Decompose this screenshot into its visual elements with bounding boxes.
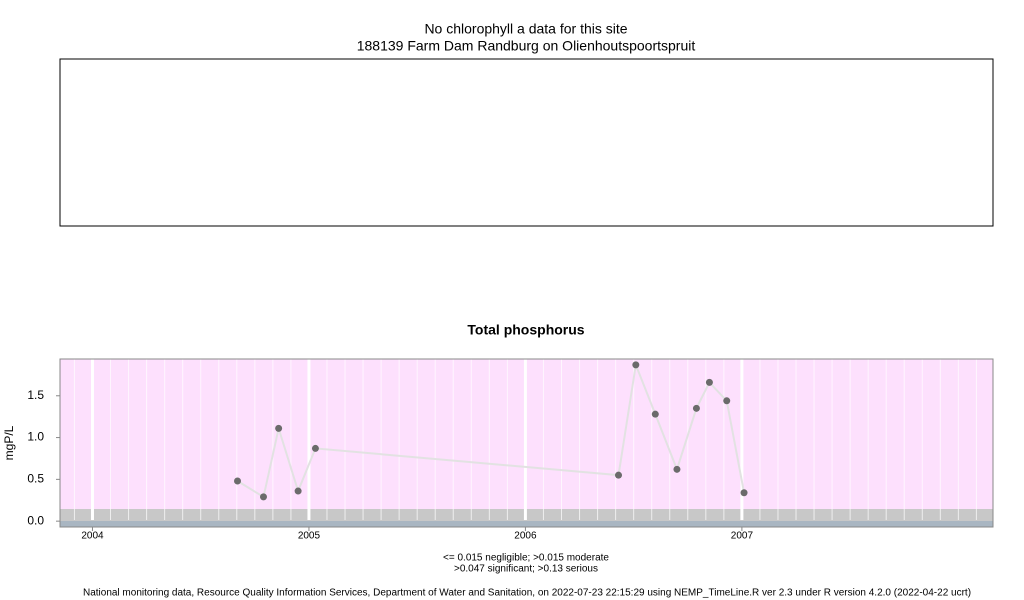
chart-subtitle: 188139 Farm Dam Randburg on Olienhoutspo… <box>357 38 696 54</box>
data-point <box>673 465 681 473</box>
x-tick-label: 2007 <box>731 531 754 542</box>
data-point <box>705 378 713 386</box>
y-tick-label: 0.5 <box>27 472 44 486</box>
empty-panel <box>59 58 994 227</box>
data-point <box>259 493 267 501</box>
threshold-band <box>60 521 993 527</box>
data-point <box>723 397 731 405</box>
y-axis-label: mgP/L <box>2 425 16 460</box>
data-point <box>615 471 623 479</box>
note: >0.047 significant; >0.13 serious <box>454 564 598 575</box>
data-point <box>651 410 659 418</box>
chart-title: Total phosphorus <box>467 322 584 338</box>
data-point <box>740 489 748 497</box>
marks <box>234 361 748 501</box>
data-point <box>311 444 319 452</box>
data-point <box>692 404 700 412</box>
chart-title: No chlorophyll a data for this site <box>424 21 627 37</box>
plot-frame <box>59 358 994 528</box>
x-tick-label: 2004 <box>81 531 104 542</box>
y-tick-label: 0.0 <box>27 513 44 527</box>
data-point <box>294 487 302 495</box>
y-tick-label: 1.5 <box>27 388 44 402</box>
data-point <box>632 361 640 369</box>
data-point <box>234 477 242 485</box>
grid: 2004 2005 2006 2007 0.0 0.5 1.0 1.5 <box>27 359 977 542</box>
data-point <box>275 424 283 432</box>
footer: National monitoring data, Resource Quali… <box>83 588 971 599</box>
y-tick-label: 1.0 <box>27 430 44 444</box>
x-tick-label: 2006 <box>514 531 537 542</box>
note: <= 0.015 negligible; >0.015 moderate <box>443 553 609 564</box>
x-tick-label: 2005 <box>298 531 321 542</box>
